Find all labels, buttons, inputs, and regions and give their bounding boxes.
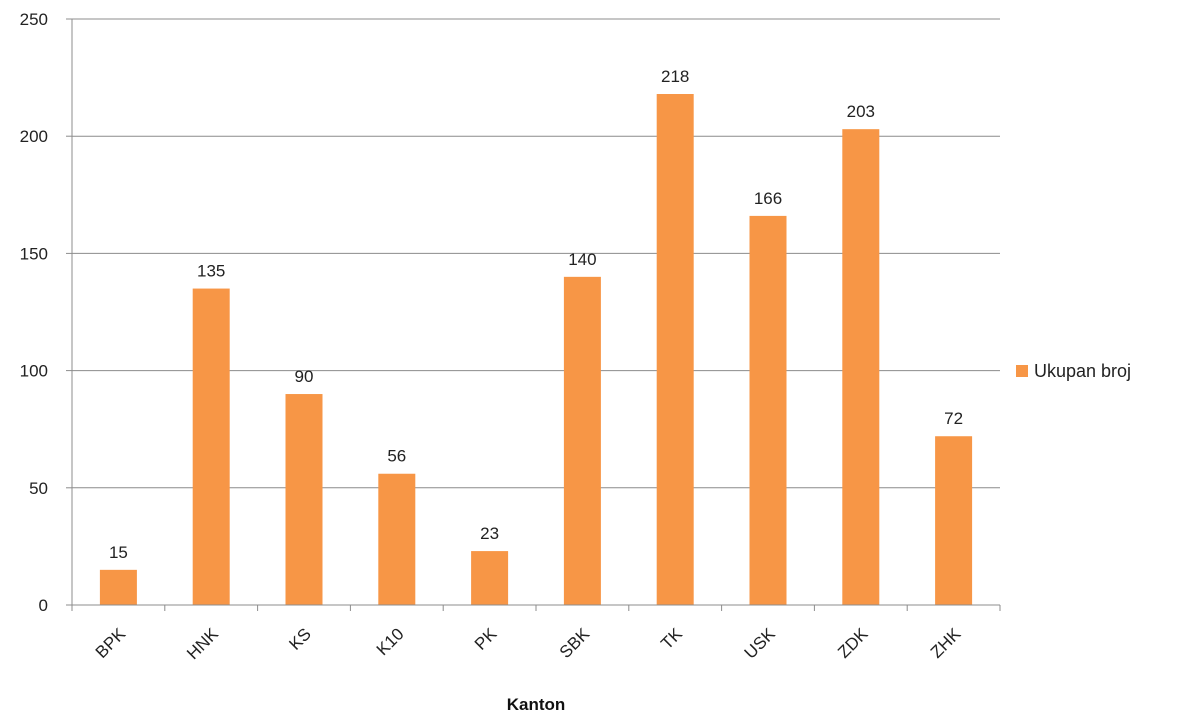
data-label: 90 <box>295 367 314 386</box>
x-tick-label: USK <box>741 624 780 663</box>
y-tick-label: 200 <box>20 127 48 146</box>
bar <box>842 129 880 605</box>
data-labels: 15 135 90 56 23 140 218 166 203 72 <box>109 67 963 562</box>
data-label: 203 <box>847 102 875 121</box>
bar <box>378 473 416 605</box>
x-tick-label: TK <box>657 624 686 653</box>
bar <box>285 394 323 605</box>
data-label: 15 <box>109 543 128 562</box>
legend-label: Ukupan broj <box>1034 361 1131 381</box>
bar <box>471 551 509 605</box>
bar <box>563 276 601 605</box>
y-tick-label: 0 <box>39 596 48 615</box>
y-axis-ticks: 0 50 100 150 200 250 <box>20 10 48 615</box>
data-label: 218 <box>661 67 689 86</box>
bar <box>935 436 973 605</box>
x-axis-title: Kanton <box>507 695 566 714</box>
y-tick-label: 50 <box>29 479 48 498</box>
data-label: 135 <box>197 262 225 281</box>
data-label: 72 <box>944 409 963 428</box>
legend: Ukupan broj <box>1016 361 1131 381</box>
x-tick-label: KS <box>285 624 314 653</box>
bars <box>99 94 973 606</box>
y-tick-label: 150 <box>20 244 48 263</box>
x-tick-label: SBK <box>556 624 594 662</box>
legend-swatch <box>1016 365 1028 377</box>
bar <box>656 94 694 606</box>
x-tick-label: ZHK <box>927 624 965 662</box>
x-tick-label: HNK <box>183 624 222 663</box>
x-tick-label: BPK <box>92 624 130 662</box>
bar <box>749 215 787 605</box>
bar <box>192 288 230 605</box>
y-tick-label: 250 <box>20 10 48 29</box>
data-label: 140 <box>568 250 596 269</box>
x-tick-label: PK <box>471 624 501 654</box>
x-tick-label: ZDK <box>834 624 872 662</box>
data-label: 56 <box>387 447 406 466</box>
x-tick-label: K10 <box>373 624 408 659</box>
data-label: 23 <box>480 524 499 543</box>
bar <box>99 569 137 605</box>
y-tick-label: 100 <box>20 362 48 381</box>
x-axis-ticks: BPK HNK KS K10 PK SBK TK USK ZDK ZHK <box>92 624 965 663</box>
data-label: 166 <box>754 189 782 208</box>
